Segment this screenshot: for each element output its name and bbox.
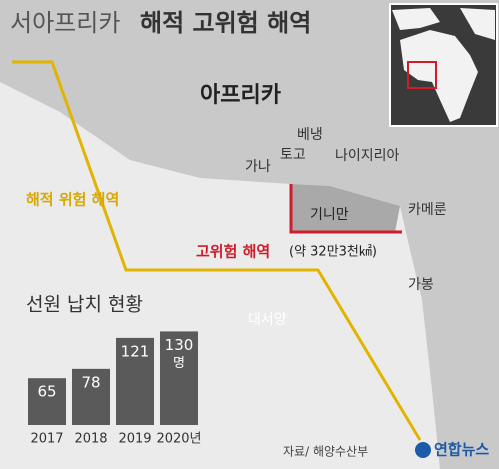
pirate-zone-label: 해적 위험 해역 xyxy=(26,191,119,209)
inset-map xyxy=(389,3,498,127)
ocean-label: 대서양 xyxy=(248,312,287,328)
value-label: 130 xyxy=(165,336,194,354)
value-label: 121 xyxy=(121,342,150,360)
high-risk-line xyxy=(289,184,402,234)
bar xyxy=(28,378,66,425)
pirate-zone-line xyxy=(12,60,422,441)
continent-label: 아프리카 xyxy=(200,83,281,108)
value-label: 78 xyxy=(81,373,100,391)
value-label: 65 xyxy=(37,383,56,401)
bar xyxy=(72,368,110,425)
chart-title: 선원 납치 현황 xyxy=(26,294,143,316)
x-tick-label: 2017 xyxy=(30,432,63,447)
source: 자료/ 해양수산부 xyxy=(283,445,368,459)
title-light: 서아프리카 xyxy=(10,9,120,37)
country-label: 카메룬 xyxy=(408,202,447,218)
inset-focus xyxy=(407,61,437,89)
x-tick-label: 2020년 xyxy=(156,432,201,447)
country-label: 베냉 xyxy=(297,127,323,143)
x-tick-label: 2019 xyxy=(118,432,151,447)
country-label: 가나 xyxy=(245,159,271,175)
high-risk-label: 고위험 해역 xyxy=(196,243,270,261)
inset-eurasia xyxy=(392,8,495,40)
x-tick-label: 2018 xyxy=(74,432,107,447)
high-risk-area-label: (약 32만3천㎢) xyxy=(289,245,377,260)
unit-label: 명 xyxy=(173,356,185,371)
logo: 연합뉴스 xyxy=(434,441,489,459)
country-label: 가봉 xyxy=(408,277,434,293)
inset-africa xyxy=(400,30,478,122)
country-label: 토고 xyxy=(280,147,306,163)
logo-mark xyxy=(415,442,431,458)
bar xyxy=(160,331,198,425)
country-label: 나이지리아 xyxy=(335,148,400,164)
bar xyxy=(116,337,154,425)
title-bold: 해적 고위험 해역 xyxy=(140,9,311,37)
gulf-label: 기니만 xyxy=(310,207,349,223)
high-risk-area xyxy=(291,184,400,232)
